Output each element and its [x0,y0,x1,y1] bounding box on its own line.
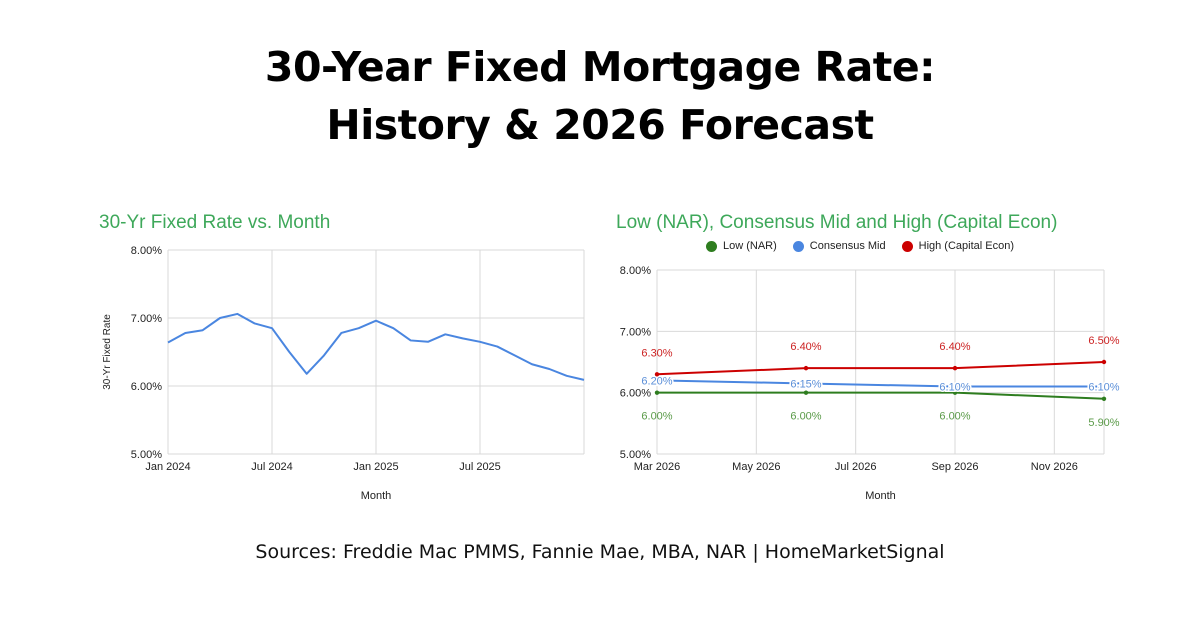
history-chart-svg: 5.00% 6.00% 7.00% 8.00% Jan 2024 Jul 2024 Jan … [102,245,585,502]
legend-label: Low (NAR) [723,240,777,252]
data-point [654,390,660,395]
data-label: 6.15% [790,378,821,390]
title-line-2: History & 2026 Forecast [326,101,874,149]
data-label: 6.00% [790,411,821,423]
x-tick-label: Jul 2026 [835,461,877,473]
forecast-chart: Low (NAR), Consensus Mid and High (Capit… [600,200,1120,510]
data-label: 5.90% [1088,417,1119,429]
legend-dot-icon [792,240,804,252]
title-line-1: 30-Year Fixed Mortgage Rate: [264,43,936,91]
series-line-1 [656,379,1104,388]
page-title: 30-Year Fixed Mortgage Rate: History & 2… [0,38,1200,154]
y-tick-label: 5.00% [131,449,162,461]
legend-item-mid[interactable]: Consensus Mid [792,240,886,252]
legend-label: High (Capital Econ) [918,240,1014,252]
x-tick-label: Jul 2025 [459,461,501,473]
forecast-chart-svg: 5.00% 6.00% 7.00% 8.00% Mar 2026 May 2026 Jul … [620,265,1120,502]
data-point [803,390,809,395]
y-tick-label: 8.00% [620,265,651,277]
data-label: 6.30% [641,347,672,359]
data-label: 6.40% [790,341,821,353]
data-point [1101,359,1107,365]
y-axis-label: 30-Yr Fixed Rate [102,314,113,390]
data-label: 6.40% [939,341,970,353]
data-point [1101,396,1107,401]
x-tick-label: Nov 2026 [1031,461,1078,473]
data-label: 6.00% [641,411,672,423]
series-line-2 [656,361,1105,376]
legend-item-high[interactable]: High (Capital Econ) [901,240,1014,252]
x-tick-label: Jul 2024 [251,461,293,473]
series-line-0 [167,312,585,381]
data-label: 6.00% [939,411,970,423]
legend-dot-icon [901,240,913,252]
y-tick-label: 6.00% [131,381,162,393]
data-label: 6.10% [1088,382,1119,394]
x-tick-label: Jan 2025 [353,461,398,473]
legend-dot-icon [706,240,717,252]
data-point [803,365,809,371]
data-point [952,365,958,371]
legend-label: Consensus Mid [809,240,886,252]
data-point [1101,384,1107,389]
y-tick-label: 7.00% [620,326,651,338]
chart-title: 30-Yr Fixed Rate vs. Month [99,212,331,233]
series-line-0 [657,391,1105,400]
data-label: 6.10% [939,382,970,394]
x-tick-label: Mar 2026 [634,461,680,473]
x-axis-label: Month [865,490,896,502]
x-tick-label: Sep 2026 [931,461,978,473]
history-chart: 30-Yr Fixed Rate vs. Month 5.00% 6.00% 7.0… [90,200,600,510]
data-point [654,378,660,383]
data-point [952,390,958,395]
x-tick-label: Jan 2024 [145,461,190,473]
y-tick-label: 5.00% [620,449,651,461]
legend: Low (NAR) Consensus Mid High (Capital Ec… [600,240,1120,252]
data-label: 6.50% [1088,335,1119,347]
y-tick-label: 6.00% [620,388,651,400]
data-point [654,372,660,377]
data-point [803,381,809,386]
data-label: 6.20% [641,375,672,387]
x-tick-label: May 2026 [732,461,780,473]
legend-item-low[interactable]: Low (NAR) [706,240,777,252]
y-tick-label: 7.00% [131,313,162,325]
chart-title: Low (NAR), Consensus Mid and High (Capit… [616,212,1058,233]
sources-caption: Sources: Freddie Mac PMMS, Fannie Mae, M… [255,541,945,563]
x-axis-label: Month [361,490,392,502]
data-point [952,384,958,389]
y-tick-label: 8.00% [131,245,162,257]
